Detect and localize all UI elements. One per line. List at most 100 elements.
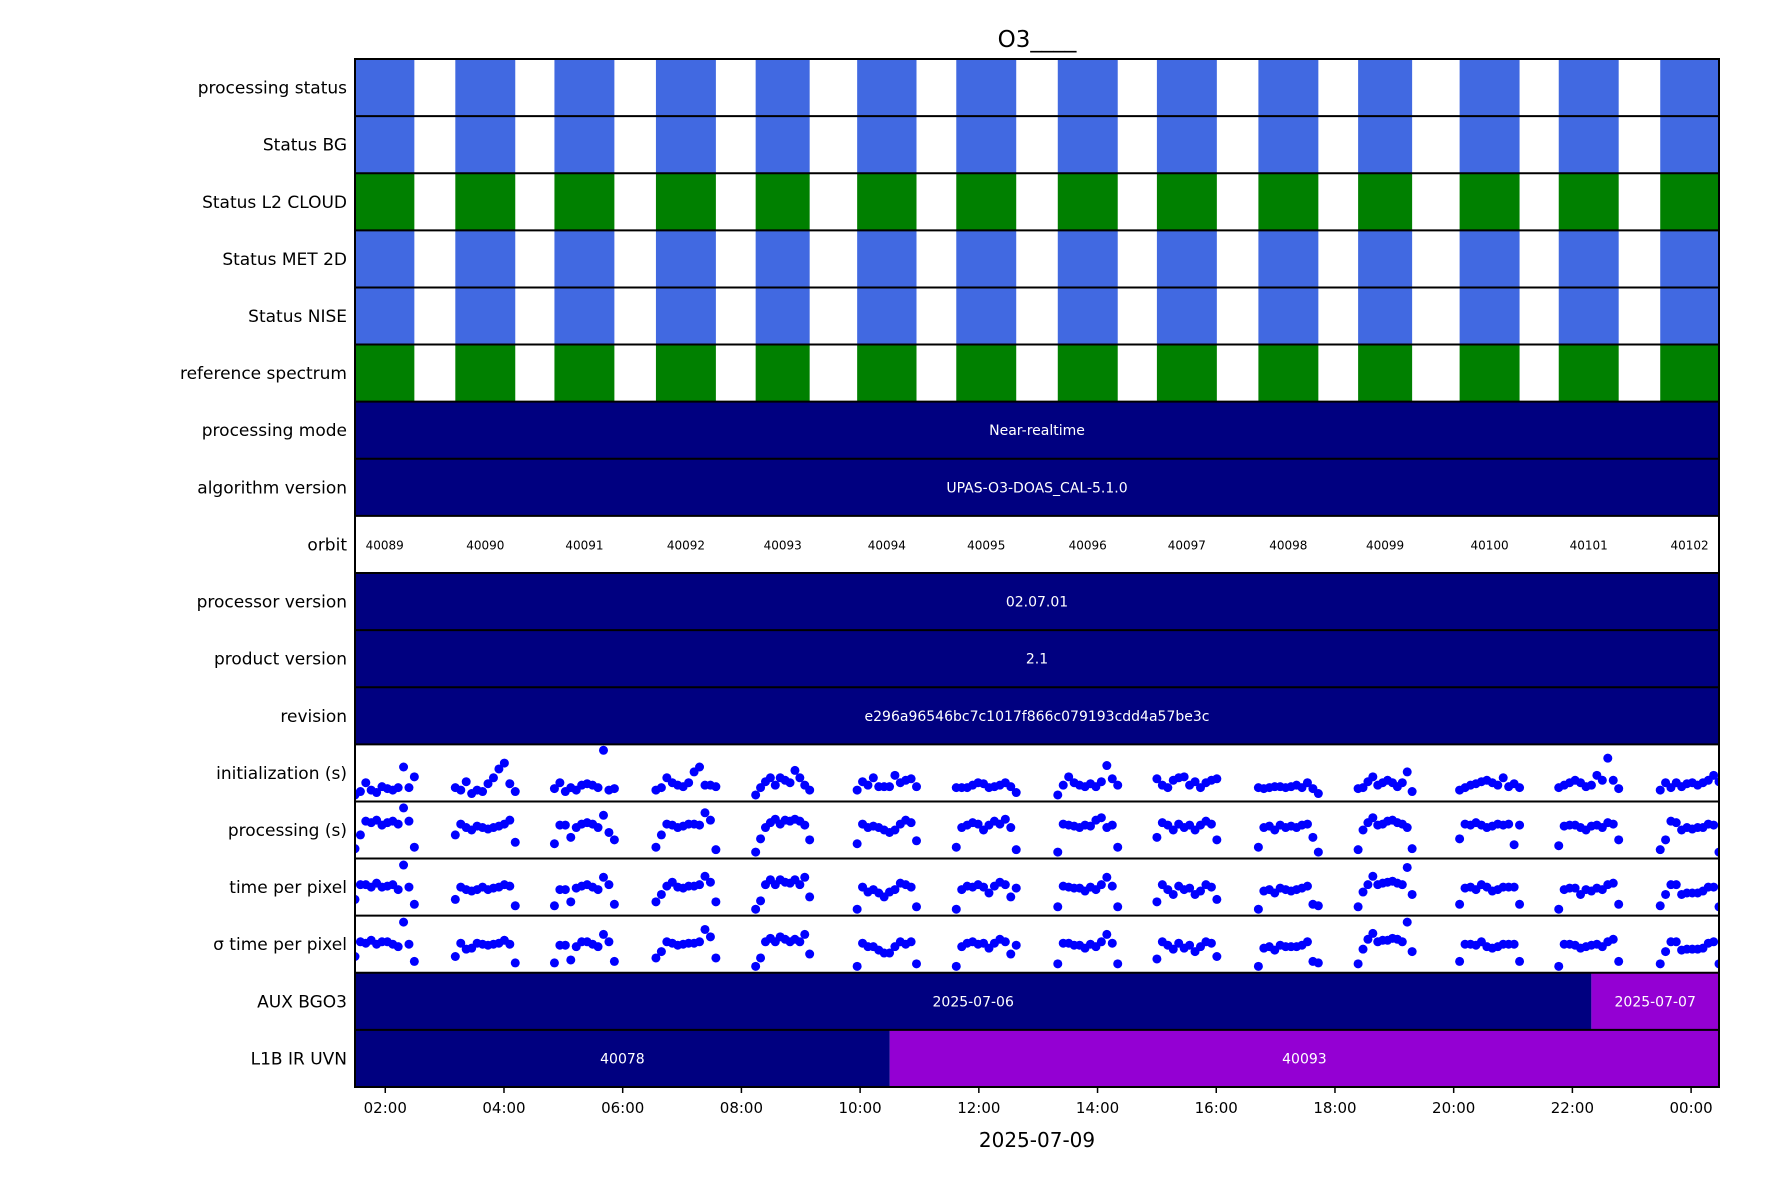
data-point [695, 937, 705, 947]
segment-label: e296a96546bc7c1017f866c079193cdd4a57be3c [865, 709, 1210, 725]
row-label: processor version [197, 593, 347, 613]
data-point [549, 839, 559, 849]
row-label: σ time per pixel [213, 935, 347, 955]
status-block [1358, 116, 1413, 174]
data-point [1212, 952, 1222, 961]
plot-frame [354, 58, 1720, 1088]
data-point [1504, 819, 1514, 829]
data-point [1000, 937, 1010, 947]
data-point [751, 961, 761, 971]
status-block [1057, 173, 1118, 231]
data-point [1096, 880, 1106, 890]
data-point [656, 783, 666, 793]
x-tick-label: 16:00 [1195, 1099, 1238, 1117]
data-point [1313, 901, 1323, 911]
data-point [852, 961, 862, 971]
data-point [765, 773, 775, 783]
data-point [751, 790, 761, 800]
data-point [1509, 882, 1519, 892]
data-point [1402, 823, 1412, 833]
data-point [805, 835, 815, 845]
status-block [1558, 344, 1619, 402]
data-point [1407, 787, 1417, 797]
data-point [705, 877, 715, 887]
status-block [455, 59, 516, 117]
status-block [1258, 287, 1319, 345]
status-block [1558, 287, 1619, 345]
data-point [800, 929, 810, 939]
data-point [609, 784, 619, 794]
data-point [1011, 788, 1021, 798]
data-point [1353, 845, 1363, 855]
data-point [951, 904, 961, 914]
status-block [1156, 230, 1217, 288]
data-point [1152, 774, 1162, 784]
data-point [409, 956, 419, 966]
x-tick-label: 12:00 [957, 1099, 1000, 1117]
data-point [393, 885, 403, 895]
data-point [1053, 790, 1063, 800]
data-point [1509, 939, 1519, 949]
data-point [1107, 938, 1117, 948]
segment-label: 2025-07-07 [1615, 994, 1696, 1010]
status-block [1156, 344, 1217, 402]
data-point [951, 961, 961, 971]
data-point [593, 823, 603, 833]
data-point [1358, 825, 1368, 835]
status-block [755, 116, 810, 174]
data-point [1509, 840, 1519, 850]
data-point [1661, 947, 1671, 957]
row-label: orbit [307, 535, 347, 555]
data-point [1407, 844, 1417, 854]
segment-label: Near-realtime [989, 423, 1085, 439]
data-point [1212, 894, 1222, 904]
data-point [566, 897, 576, 907]
status-block [1660, 59, 1719, 117]
data-point [711, 782, 721, 792]
status-block [1459, 173, 1520, 231]
data-point [593, 885, 603, 895]
data-point [890, 885, 900, 895]
data-point [355, 952, 360, 961]
data-point [1353, 959, 1363, 969]
data-point [906, 937, 916, 947]
data-point [1096, 777, 1106, 787]
data-point [1107, 820, 1117, 830]
data-point [355, 894, 360, 904]
data-point [1714, 959, 1719, 969]
status-block [554, 230, 615, 288]
data-point [1515, 956, 1525, 966]
status-block [355, 59, 415, 117]
status-block [1057, 59, 1118, 117]
data-point [1397, 937, 1407, 947]
data-point [1302, 937, 1312, 947]
data-point [1085, 821, 1095, 831]
data-point [912, 959, 922, 969]
status-block [1660, 173, 1719, 231]
data-point [705, 932, 715, 942]
data-point [1102, 761, 1112, 771]
status-block [755, 287, 810, 345]
data-point [593, 783, 603, 793]
row-label: Status NISE [248, 307, 347, 327]
status-block [1358, 287, 1413, 345]
data-point [1515, 783, 1525, 793]
status-block [655, 287, 716, 345]
data-point [1302, 778, 1312, 788]
status-block [956, 344, 1017, 402]
status-block [1660, 116, 1719, 174]
status-block [956, 230, 1017, 288]
data-point [1498, 773, 1508, 783]
status-block [355, 287, 415, 345]
data-point [393, 942, 403, 952]
status-block [655, 344, 716, 402]
data-point [711, 897, 721, 907]
data-point [852, 904, 862, 914]
status-block [355, 173, 415, 231]
data-point [1168, 944, 1178, 954]
row-label: algorithm version [197, 478, 347, 498]
data-point [1011, 940, 1021, 950]
status-block [355, 344, 415, 402]
data-point [984, 888, 994, 898]
data-point [1655, 845, 1665, 855]
